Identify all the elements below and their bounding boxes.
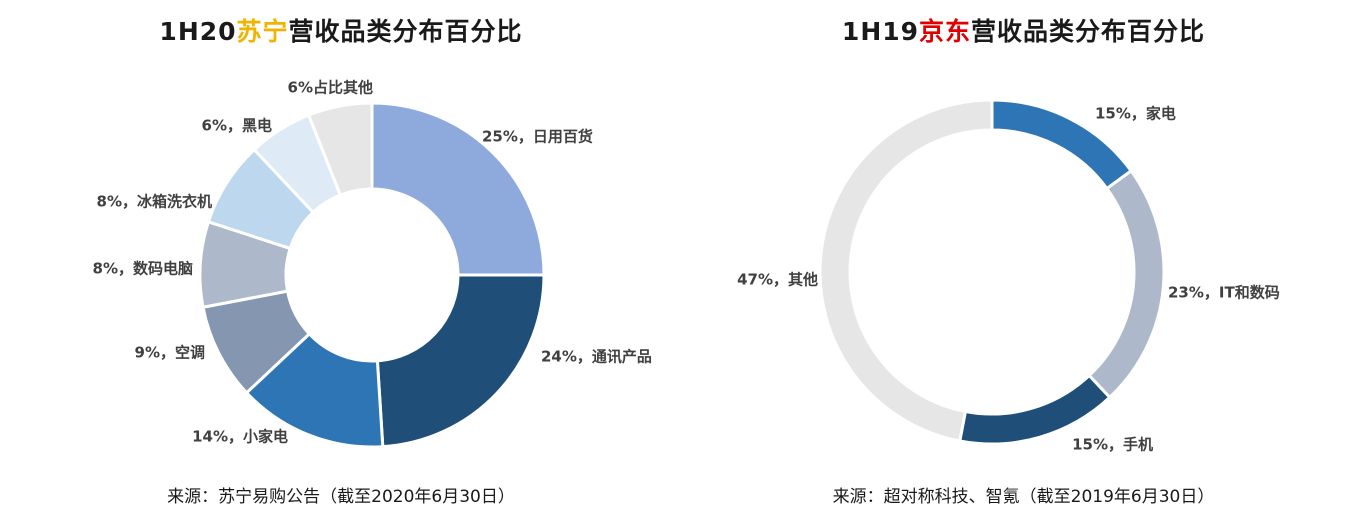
suning-donut-chart: 25%，日用百货 24%，通讯产品 14%，小家电 9%，空调 8%，数码电脑 8%，冰箱… — [93, 79, 652, 449]
jd-chart-panel: 1H19京东营收品类分布百分比 15%，家电 23%，IT和数码 15%，手机 47%… — [682, 0, 1365, 519]
data-label-小家电: 14%，小家电 — [192, 428, 288, 446]
jd-donut-chart: 15%，家电 23%，IT和数码 15%，手机 47%，其他 — [737, 98, 1280, 454]
suning-chart-panel: 1H20苏宁营收品类分布百分比 25%，日用百货 24%，通讯产品 14%，小家电 9… — [0, 0, 682, 519]
slice-通讯产品 — [375, 273, 546, 449]
slice-日用百货 — [370, 101, 546, 277]
slice-IT和数码 — [1087, 168, 1166, 400]
source-note: 来源：超对称科技、智氪（截至2019年6月30日） — [832, 487, 1215, 507]
chart-title: 1H19京东营收品类分布百分比 — [682, 12, 1365, 48]
title-highlight: 京东 — [919, 17, 972, 46]
data-label-黑电: 6%，黑电 — [202, 117, 272, 135]
chart-title: 1H20苏宁营收品类分布百分比 — [0, 12, 682, 48]
title-prefix: 1H19 — [841, 17, 920, 46]
title-prefix: 1H20 — [159, 17, 237, 46]
source-note: 来源：苏宁易购公告（截至2020年6月30日） — [167, 487, 515, 507]
slice-其他 — [818, 98, 994, 443]
data-label-家电: 15%，家电 — [1095, 105, 1176, 123]
data-label-IT和数码: 23%，IT和数码 — [1168, 284, 1280, 302]
data-label-数码电脑: 8%，数码电脑 — [93, 260, 193, 278]
data-label-冰箱洗衣机: 8%，冰箱洗衣机 — [97, 193, 212, 211]
slice-手机 — [958, 373, 1112, 446]
data-label-手机: 15%，手机 — [1072, 436, 1153, 454]
data-label-其他: 47%，其他 — [737, 271, 818, 289]
title-suffix: 营收品类分布百分比 — [971, 17, 1206, 46]
title-suffix: 营收品类分布百分比 — [288, 17, 523, 46]
data-label-占比其他: 6%占比其他 — [288, 79, 373, 97]
data-label-通讯产品: 24%，通讯产品 — [541, 348, 652, 366]
slice-占比其他 — [306, 101, 374, 197]
title-highlight: 苏宁 — [236, 17, 289, 46]
data-label-日用百货: 25%，日用百货 — [482, 128, 593, 146]
data-label-空调: 9%，空调 — [135, 344, 205, 362]
